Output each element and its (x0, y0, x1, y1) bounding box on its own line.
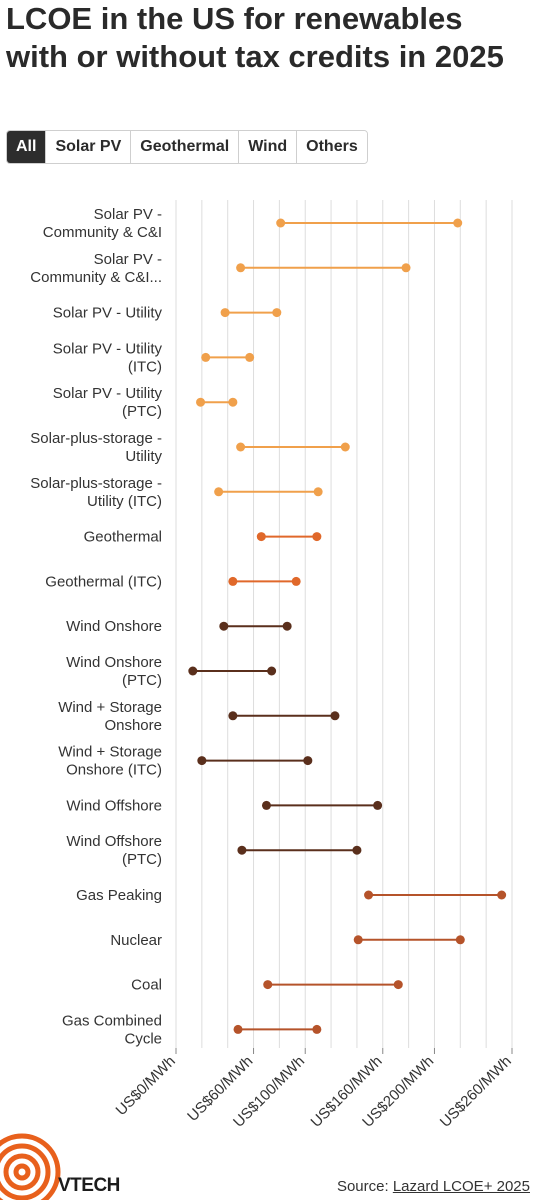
row-label: Wind + Storage (58, 699, 162, 716)
row-label: Utility (ITC) (87, 493, 162, 510)
x-tick-label: US$260/MWh (437, 1053, 515, 1131)
row-label: (ITC) (128, 358, 162, 375)
row-label: Onshore (ITC) (66, 762, 162, 779)
max-point (453, 218, 463, 228)
min-point (201, 352, 211, 362)
row-label: Gas Combined (62, 1012, 162, 1029)
row-label: (PTC) (122, 672, 162, 689)
max-point (291, 576, 301, 586)
max-point (228, 397, 238, 407)
row-label: Cycle (124, 1030, 162, 1047)
source-prefix: Source: (336, 1178, 393, 1195)
row-label: Utility (125, 448, 162, 465)
min-point (197, 756, 207, 766)
min-point (256, 532, 266, 542)
max-point (282, 621, 292, 631)
min-point (237, 845, 247, 855)
row-label: Nuclear (110, 932, 162, 949)
min-point (353, 935, 363, 945)
max-point (330, 711, 340, 721)
max-point (393, 980, 403, 990)
row-label: Solar PV - (94, 206, 162, 223)
row-label: Geothermal (84, 529, 162, 546)
logo-text: VTECH (58, 1175, 120, 1196)
row-label: Coal (131, 977, 162, 994)
source-link[interactable]: Lazard LCOE+ 2025 (392, 1178, 530, 1195)
min-point (263, 980, 273, 990)
min-point (188, 666, 198, 676)
min-point (220, 308, 230, 318)
row-label: (PTC) (122, 851, 162, 868)
tab-all[interactable]: All (7, 131, 47, 163)
row-label: Wind Offshore (66, 833, 162, 850)
row-label: Wind + Storage (58, 744, 162, 761)
min-point (261, 800, 271, 810)
x-tick-label: US$0/MWh (113, 1053, 179, 1119)
max-point (313, 487, 323, 497)
max-point (303, 756, 313, 766)
min-point (233, 1024, 243, 1034)
min-point (219, 621, 229, 631)
source-note: Source: Lazard LCOE+ 2025 (337, 1178, 530, 1195)
filter-tabs: All Solar PV Geothermal Wind Others (6, 130, 368, 164)
row-label: Solar-plus-storage - (30, 475, 162, 492)
row-label: Community & C&I (43, 224, 162, 241)
max-point (312, 532, 322, 542)
max-point (245, 352, 255, 362)
tab-wind[interactable]: Wind (239, 131, 298, 163)
row-label: (PTC) (122, 403, 162, 420)
row-label: Community & C&I... (30, 269, 162, 286)
row-label: Wind Onshore (66, 618, 162, 635)
row-label: Solar PV - Utility (53, 340, 163, 357)
row-label: Solar PV - Utility (53, 305, 163, 322)
max-point (312, 1024, 322, 1034)
max-point (267, 666, 277, 676)
row-label: Wind Onshore (66, 654, 162, 671)
min-point (364, 890, 374, 900)
row-label: Gas Peaking (76, 887, 162, 904)
tab-geothermal[interactable]: Geothermal (131, 131, 240, 163)
max-point (497, 890, 507, 900)
chart-title: LCOE in the US for renewables with or wi… (6, 1, 504, 74)
vtech-logo (0, 1133, 61, 1200)
row-label: Geothermal (ITC) (45, 573, 162, 590)
tab-others[interactable]: Others (297, 131, 367, 163)
tab-solar-pv[interactable]: Solar PV (46, 131, 132, 163)
row-label: Wind Offshore (66, 797, 162, 814)
max-point (340, 442, 350, 452)
min-point (228, 711, 238, 721)
row-label: Solar-plus-storage - (30, 430, 162, 447)
row-label: Solar PV - (94, 251, 162, 268)
max-point (455, 935, 465, 945)
min-point (214, 487, 224, 497)
max-point (272, 308, 282, 318)
row-label: Solar PV - Utility (53, 385, 163, 402)
min-point (196, 397, 206, 407)
row-label: Onshore (104, 717, 162, 734)
fingerprint-icon (0, 1133, 61, 1200)
min-point (236, 263, 246, 273)
min-point (228, 576, 238, 586)
max-point (401, 263, 411, 273)
max-point (352, 845, 362, 855)
min-point (276, 218, 286, 228)
max-point (373, 800, 383, 810)
min-point (236, 442, 246, 452)
